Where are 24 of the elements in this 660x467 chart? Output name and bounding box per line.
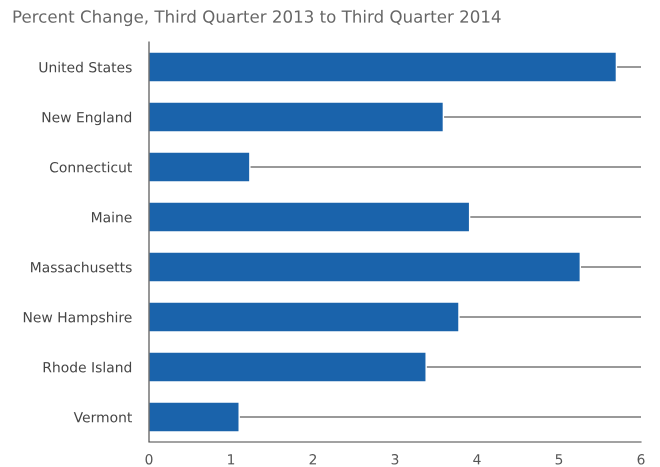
x-tick-label: 0 [145, 454, 152, 465]
y-tick-label: United States [39, 62, 132, 72]
bar [149, 401, 240, 433]
x-tick-label: 4 [473, 454, 481, 464]
x-tick-label: 5 [556, 454, 562, 465]
y-tick-label: Vermont [74, 412, 132, 422]
y-tick-label: Maine [92, 212, 132, 222]
bar [149, 251, 582, 283]
x-tick-label: 6 [638, 454, 645, 465]
x-tick-label: 1 [228, 454, 234, 464]
y-tick-label: Rhode Island [44, 362, 132, 372]
x-tick-label: 3 [392, 454, 398, 465]
y-tick-label: New England [42, 112, 132, 126]
bar [149, 201, 470, 233]
bar [149, 351, 427, 383]
bar [149, 51, 618, 83]
x-tick-label: 2 [310, 454, 316, 464]
y-tick-label: New Hampshire [24, 312, 132, 326]
y-tick-label: Connecticut [50, 162, 132, 172]
bar [149, 151, 251, 183]
chart-title: Percent Change, Third Quarter 2013 to Third Quarter 2014 [14, 10, 501, 26]
y-tick-label: Massachusetts [31, 262, 132, 272]
bar [149, 301, 460, 333]
bar [149, 101, 444, 133]
